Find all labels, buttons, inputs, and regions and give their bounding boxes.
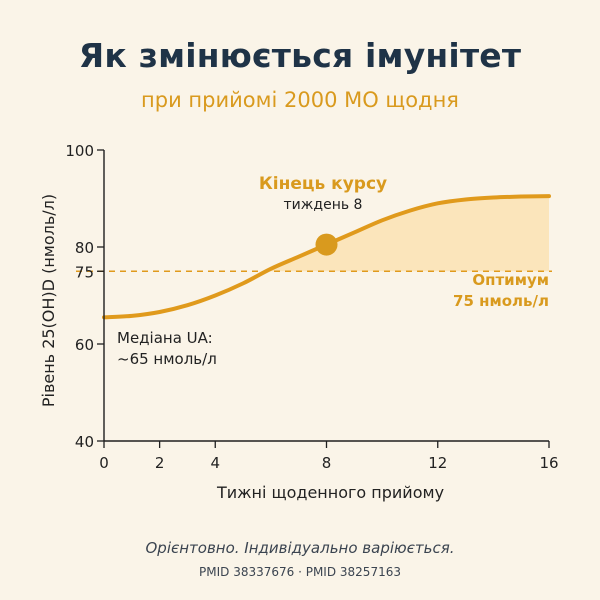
end-of-course-week-label: тиждень 8: [284, 197, 363, 213]
end-of-course-label: Кінець курсу: [259, 174, 387, 194]
end-of-course-point: [315, 233, 338, 256]
x-tick-label: 12: [428, 454, 447, 472]
x-tick-label: 8: [322, 454, 332, 472]
y-tick-label: 60: [75, 336, 94, 354]
x-tick-label: 2: [155, 454, 165, 472]
optimum-label: Оптимум: [472, 271, 549, 289]
y-tick-label: 80: [75, 239, 94, 257]
y-ticks: 40 60 75 80 100: [65, 142, 104, 451]
above-optimum-area: [266, 196, 549, 272]
x-axis-label: Тижні щоденного прийому: [216, 483, 444, 502]
x-tick-label: 4: [210, 454, 220, 472]
x-ticks: 0 2 4 8 12 16: [99, 441, 559, 472]
chart-subtitle: при прийомі 2000 МО щодня: [141, 88, 459, 112]
y-tick-label: 75: [75, 263, 94, 281]
y-tick-label: 100: [65, 142, 94, 160]
disclaimer-note: Орієнтовно. Індивідуально варіюється.: [145, 539, 455, 557]
x-tick-label: 0: [99, 454, 109, 472]
median-value-label: ~65 нмоль/л: [117, 350, 217, 368]
y-axis-label: Рівень 25(OH)D (нмоль/л): [39, 194, 58, 407]
y-tick-label: 40: [75, 433, 94, 451]
optimum-value-label: 75 нмоль/л: [453, 292, 549, 310]
x-tick-label: 16: [539, 454, 558, 472]
median-label: Медіана UA:: [117, 329, 213, 347]
chart-title: Як змінюється імунітет: [78, 36, 522, 75]
references: PMID 38337676 · PMID 38257163: [199, 565, 401, 579]
